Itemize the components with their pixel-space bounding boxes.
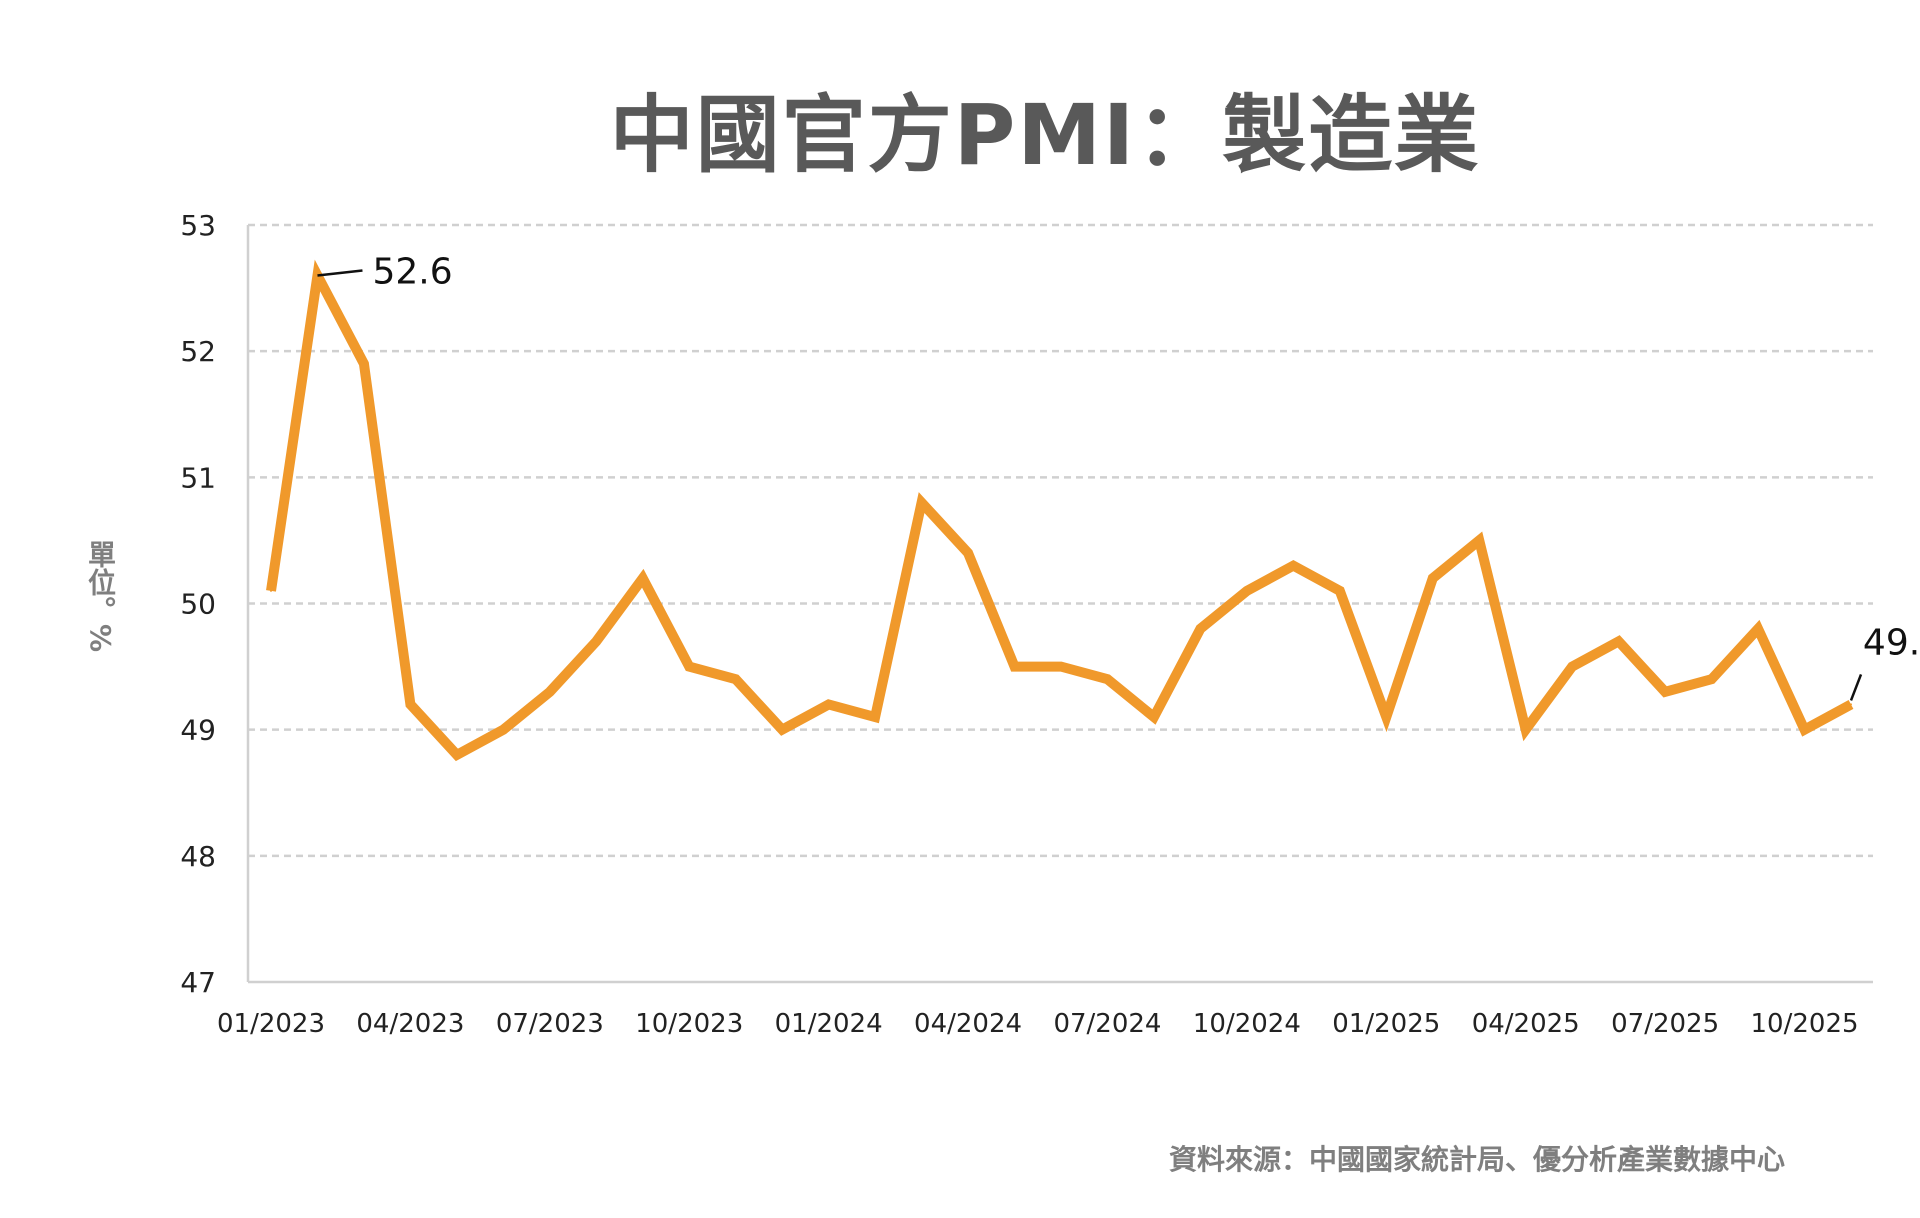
data-point: [1245, 589, 1248, 592]
annotation-leader: [317, 269, 363, 277]
data-point: [1757, 627, 1760, 630]
y-tick-label: 52: [180, 335, 216, 368]
data-point: [734, 678, 737, 681]
data-point: [1850, 703, 1852, 706]
data-point: [362, 362, 365, 365]
x-tick-label: 07/2024: [1053, 1009, 1161, 1039]
data-point: [1152, 716, 1155, 719]
data-point: [967, 552, 970, 555]
data-point: [595, 640, 598, 643]
data-point: [827, 703, 830, 706]
data-point: [455, 753, 458, 756]
x-tick-label: 04/2023: [356, 1009, 464, 1039]
data-point: [1617, 640, 1620, 643]
data-point: [1199, 627, 1202, 630]
data-point: [409, 703, 412, 706]
data-point: [1524, 728, 1527, 731]
data-point: [1664, 690, 1667, 693]
data-point: [1803, 728, 1806, 731]
data-point: [1431, 577, 1434, 580]
chart-title: 中國官方PMI：製造業: [609, 86, 1481, 184]
data-point: [1292, 564, 1295, 567]
x-tick-label: 01/2025: [1332, 1009, 1440, 1039]
data-point: [641, 577, 644, 580]
x-tick-label: 04/2024: [914, 1009, 1022, 1039]
x-tick-label: 07/2025: [1611, 1009, 1719, 1039]
x-tick-label: 07/2023: [496, 1009, 604, 1039]
data-point: [1571, 665, 1574, 668]
data-label: 49.2: [1863, 622, 1920, 663]
data-point: [270, 589, 272, 592]
annotation-leader: [1849, 673, 1863, 701]
data-point: [688, 665, 691, 668]
source-note: 資料來源：中國國家統計局、優分析產業數據中心: [1168, 1143, 1785, 1176]
x-tick-label: 04/2025: [1472, 1009, 1580, 1039]
data-point: [781, 728, 784, 731]
data-point: [1338, 589, 1341, 592]
x-tick-label: 01/2024: [775, 1009, 883, 1039]
data-point: [548, 690, 551, 693]
data-point: [920, 501, 923, 504]
data-point: [502, 728, 505, 731]
y-axis-label: 單位。%: [84, 540, 117, 653]
y-tick-label: 53: [180, 209, 216, 242]
data-point: [1060, 665, 1062, 668]
x-tick-label: 10/2025: [1751, 1009, 1859, 1039]
data-point: [1106, 678, 1109, 681]
y-tick-label: 51: [180, 461, 216, 494]
data-point: [874, 716, 877, 719]
data-point: [1385, 716, 1388, 719]
y-tick-label: 50: [180, 588, 216, 621]
data-point: [1710, 678, 1713, 681]
y-tick-label: 47: [180, 966, 216, 999]
x-tick-label: 10/2023: [635, 1009, 743, 1039]
x-tick-label: 10/2024: [1193, 1009, 1301, 1039]
data-point: [1013, 665, 1016, 668]
x-tick-label: 01/2023: [217, 1009, 325, 1039]
data-label: 52.6: [372, 251, 452, 292]
y-tick-label: 48: [180, 840, 216, 873]
data-point: [1478, 539, 1481, 542]
data-series-line: [266, 259, 1854, 762]
y-tick-label: 49: [180, 714, 216, 747]
